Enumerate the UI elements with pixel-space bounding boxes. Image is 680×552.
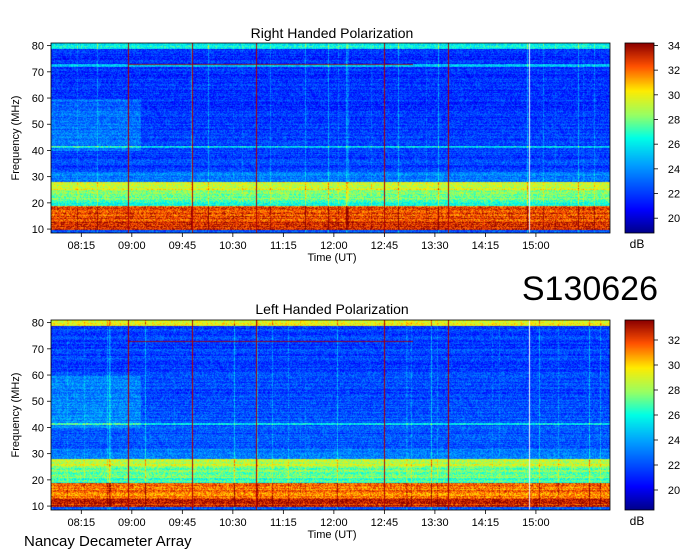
colorbar-label: dB xyxy=(630,237,645,251)
colorbar-tick-label: 34 xyxy=(668,40,680,52)
y-tick-label: 10 xyxy=(32,224,44,236)
colorbar-ticks: 20 22 24 26 28 30 32 xyxy=(654,335,680,497)
colorbar: 20 22 24 26 28 30 32 dB xyxy=(624,319,680,528)
x-tick-label: 12:00 xyxy=(320,517,348,529)
y-tick-label: 20 xyxy=(32,475,44,487)
spectrogram-heatmap xyxy=(51,320,610,510)
colorbar-tick-label: 26 xyxy=(668,139,680,151)
x-tick-label: 10:30 xyxy=(219,517,247,529)
panel-title: Left Handed Polarization xyxy=(255,301,408,317)
y-tick-label: 40 xyxy=(32,422,44,434)
plot-area xyxy=(50,42,611,234)
y-tick-label: 50 xyxy=(32,396,44,408)
plot-frame xyxy=(50,319,611,511)
colorbar-tick-label: 28 xyxy=(668,385,680,397)
y-tick-label: 10 xyxy=(32,501,44,513)
panel-title: Right Handed Polarization xyxy=(251,25,414,41)
y-tick-label: 70 xyxy=(32,67,44,79)
x-tick-label: 13:30 xyxy=(421,517,449,529)
y-axis-label: Frequency (MHz) xyxy=(10,96,22,181)
colorbar-tick-label: 22 xyxy=(668,460,680,472)
y-tick-label: 40 xyxy=(32,145,44,157)
colorbar-label: dB xyxy=(630,514,645,528)
figure-code: S130626 xyxy=(522,270,658,308)
y-tick-label: 80 xyxy=(32,41,44,53)
colorbar-ticks: 20 22 24 26 28 30 32 34 xyxy=(654,40,680,225)
colorbar-tick-label: 30 xyxy=(668,90,680,102)
x-tick-label: 14:15 xyxy=(472,517,500,529)
x-tick-label: 09:00 xyxy=(118,517,146,529)
colorbar-tick-label: 24 xyxy=(668,435,680,447)
plot-area xyxy=(50,319,611,511)
colorbar-tick-label: 32 xyxy=(668,335,680,347)
colorbar-tick-label: 22 xyxy=(668,189,680,201)
x-axis: 08:15 09:00 09:45 10:30 11:15 12:00 12:45 13:30… xyxy=(68,510,550,529)
y-tick-label: 30 xyxy=(32,449,44,461)
x-tick-label: 09:45 xyxy=(169,517,197,529)
y-axis-label: Frequency (MHz) xyxy=(10,373,22,458)
panel-right-polarization: Right Handed Polarization 10 20 30 40 50 60 70… xyxy=(10,25,680,264)
colorbar-tick-label: 28 xyxy=(668,114,680,126)
x-tick-label: 14:15 xyxy=(472,240,500,252)
y-tick-label: 30 xyxy=(32,172,44,184)
y-tick-label: 60 xyxy=(32,93,44,105)
x-tick-label: 12:45 xyxy=(371,517,399,529)
x-tick-label: 12:45 xyxy=(371,240,399,252)
colorbar-gradient xyxy=(625,43,654,233)
panel-left-polarization: Left Handed Polarization 10 20 30 40 50 60 70 8… xyxy=(10,301,680,541)
colorbar-tick-label: 20 xyxy=(668,485,680,497)
x-axis: 08:15 09:00 09:45 10:30 11:15 12:00 12:45 13:30… xyxy=(68,233,550,252)
colorbar: 20 22 24 26 28 30 32 34 dB xyxy=(624,40,680,251)
spectrogram-heatmap xyxy=(51,43,610,233)
y-tick-label: 50 xyxy=(32,119,44,131)
x-tick-label: 12:00 xyxy=(320,240,348,252)
y-tick-label: 70 xyxy=(32,344,44,356)
x-axis-label: Time (UT) xyxy=(307,529,356,541)
colorbar-tick-label: 20 xyxy=(668,213,680,225)
y-tick-label: 20 xyxy=(32,198,44,210)
colorbar-tick-label: 26 xyxy=(668,410,680,422)
plot-frame xyxy=(50,42,611,234)
x-tick-label: 11:15 xyxy=(270,240,297,252)
x-tick-label: 08:15 xyxy=(68,517,96,529)
colorbar-gradient xyxy=(625,320,654,510)
colorbar-tick-label: 24 xyxy=(668,164,680,176)
y-tick-label: 60 xyxy=(32,370,44,382)
x-tick-label: 08:15 xyxy=(68,240,96,252)
x-tick-label: 15:00 xyxy=(522,240,550,252)
colorbar-tick-label: 30 xyxy=(668,360,680,372)
x-tick-label: 13:30 xyxy=(421,240,449,252)
y-tick-label: 80 xyxy=(32,318,44,330)
x-tick-label: 10:30 xyxy=(219,240,247,252)
colorbar-tick-label: 32 xyxy=(668,65,680,77)
x-tick-label: 09:00 xyxy=(118,240,146,252)
y-axis: 10 20 30 40 50 60 70 80 xyxy=(32,318,51,513)
x-tick-label: 09:45 xyxy=(169,240,197,252)
x-axis-label: Time (UT) xyxy=(307,252,356,264)
y-axis: 10 20 30 40 50 60 70 80 xyxy=(32,41,51,236)
observatory-name: Nancay Decameter Array xyxy=(24,533,192,550)
x-tick-label: 15:00 xyxy=(522,517,550,529)
x-tick-label: 11:15 xyxy=(270,517,297,529)
